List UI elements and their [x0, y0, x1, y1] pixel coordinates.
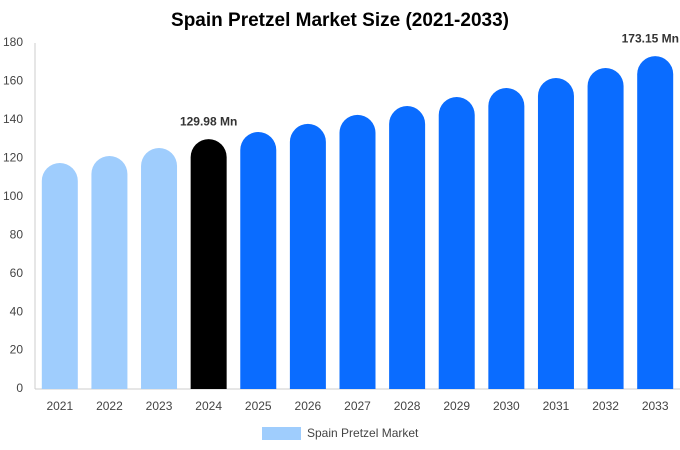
- x-tick-label: 2023: [146, 399, 173, 413]
- x-tick-label: 2027: [344, 399, 371, 413]
- bar: [91, 156, 128, 389]
- x-tick-label: 2033: [642, 399, 669, 413]
- bar: [537, 77, 574, 390]
- value-label: 129.98 Mn: [180, 114, 237, 128]
- y-tick-label: 60: [10, 266, 24, 280]
- bar: [41, 162, 78, 389]
- y-tick-label: 20: [10, 343, 24, 357]
- x-tick-label: 2022: [96, 399, 123, 413]
- y-tick-label: 80: [10, 227, 24, 241]
- y-tick-label: 100: [3, 189, 23, 203]
- bar: [438, 97, 475, 390]
- value-label: 173.15 Mn: [622, 31, 679, 45]
- x-tick-label: 2025: [245, 399, 272, 413]
- x-tick-label: 2030: [493, 399, 520, 413]
- bar: [389, 106, 426, 389]
- x-tick-label: 2031: [543, 399, 570, 413]
- bar: [488, 88, 525, 390]
- bar: [587, 67, 624, 389]
- bar: [240, 131, 277, 389]
- x-tick-label: 2026: [295, 399, 322, 413]
- y-tick-label: 140: [3, 112, 23, 126]
- x-tick-label: 2028: [394, 399, 421, 413]
- y-tick-label: 160: [3, 74, 23, 88]
- y-tick-label: 120: [3, 151, 23, 165]
- chart-title: Spain Pretzel Market Size (2021-2033): [171, 10, 509, 31]
- bar: [339, 114, 376, 389]
- legend-label: Spain Pretzel Market: [307, 426, 419, 440]
- x-tick-label: 2021: [46, 399, 73, 413]
- legend-swatch: [262, 427, 301, 440]
- bar: [637, 56, 674, 389]
- bar: [141, 147, 178, 389]
- y-tick-label: 180: [3, 35, 23, 49]
- y-tick-label: 40: [10, 304, 24, 318]
- x-tick-label: 2032: [592, 399, 619, 413]
- x-tick-label: 2029: [443, 399, 470, 413]
- bar: [190, 139, 227, 389]
- bar: [289, 123, 326, 390]
- y-tick-label: 0: [16, 381, 23, 395]
- x-tick-label: 2024: [195, 399, 222, 413]
